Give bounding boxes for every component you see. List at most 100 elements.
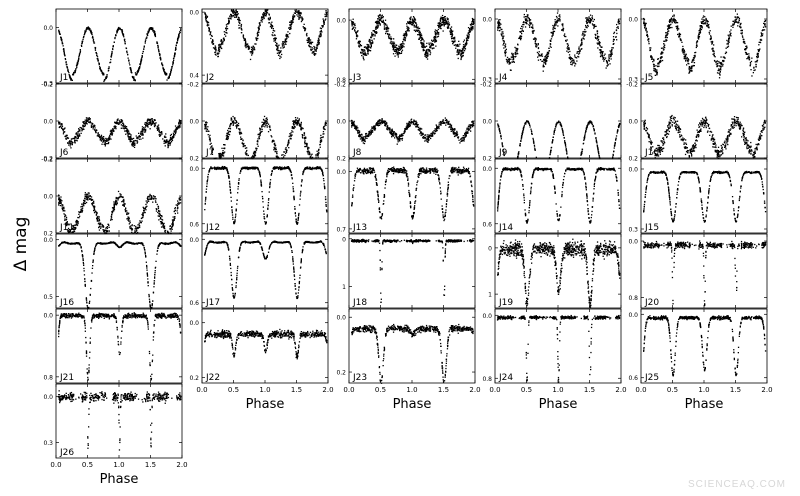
y-tick-label: 0.6 (189, 221, 199, 228)
panel-j24: 0.0 0.8 J24 (482, 308, 622, 384)
y-tick-label: 0.8 (628, 295, 638, 302)
panel-j4-points (497, 12, 621, 72)
y-tick-label: 0.0 (43, 394, 53, 401)
panel-j9: -0.2 0.0 0.2 J9 (480, 82, 622, 163)
y-tick-label: -0.2 (626, 82, 638, 89)
panel-j1-points (58, 26, 182, 83)
panel-j19-points (497, 238, 621, 308)
panel-label: J2 (205, 73, 214, 83)
x-axis-label: Phase (685, 397, 724, 412)
x-tick-label: 1.0 (259, 386, 270, 394)
panel-label: J13 (352, 223, 367, 233)
y-tick-label: 0 (342, 236, 346, 243)
panel-label: J20 (644, 298, 659, 308)
panel-j13: 0.0 0.7 J13 (336, 158, 476, 234)
panel-j5-points (643, 13, 767, 79)
x-tick-label: 2.0 (469, 386, 480, 394)
y-tick-label: -0.2 (334, 82, 346, 89)
x-tick-label: 2.0 (615, 386, 626, 394)
panel-j25-points (643, 315, 767, 377)
panel-label: J24 (498, 373, 513, 383)
panel-j18: 0 1 J18 (342, 233, 476, 309)
panel-j13-points (351, 166, 475, 222)
y-tick-label: 0.0 (336, 315, 346, 322)
y-tick-label: 0.8 (43, 374, 53, 381)
panel-j19: 0 1 J19 (488, 233, 622, 309)
panel-label: J25 (644, 373, 659, 383)
y-tick-label: 0.0 (43, 194, 53, 201)
y-tick-label: -0.2 (187, 82, 199, 89)
panel-j23: 0.0 0.2 J23 (336, 308, 476, 384)
y-tick-label: 0.2 (189, 375, 199, 382)
panel-label: J10 (644, 148, 659, 158)
panel-j14-points (497, 166, 621, 224)
x-axis-label: Phase (246, 397, 285, 412)
y-tick-label: 1 (488, 292, 492, 299)
x-tick-label: 1.5 (730, 386, 741, 394)
x-tick-label: 0.5 (667, 386, 678, 394)
x-tick-label: 2.0 (176, 461, 187, 469)
panel-j14: 0.0 0.6 J14 (482, 158, 622, 234)
panel-label: J26 (59, 448, 74, 458)
panel-j26: 0.0 0.3 J26 (43, 383, 183, 459)
panel-label: J15 (644, 223, 659, 233)
panel-label: J5 (644, 73, 653, 83)
x-tick-label: 0.5 (375, 386, 386, 394)
x-tick-label: 0.0 (196, 386, 207, 394)
y-tick-label: 0.2 (336, 156, 346, 163)
y-tick-label: 0.3 (628, 77, 638, 84)
x-axis-label: Phase (539, 397, 578, 412)
y-tick-label: 0.7 (336, 226, 346, 233)
panel-j15: 0.0 0.3 J15 (628, 158, 768, 234)
x-tick-label: 1.5 (584, 386, 595, 394)
panel-label: J23 (352, 373, 367, 383)
panel-label: J11 (59, 223, 74, 233)
x-axis-label: Phase (393, 397, 432, 412)
y-tick-label: -0.2 (480, 82, 492, 89)
y-tick-label: 0.0 (189, 119, 199, 126)
x-tick-label: 1.5 (145, 461, 156, 469)
panel-label: J4 (498, 73, 508, 83)
y-tick-label: 0.2 (43, 156, 53, 163)
y-tick-label: 0.2 (482, 156, 492, 163)
x-tick-label: 1.0 (113, 461, 124, 469)
y-tick-label: 0.0 (336, 18, 346, 25)
panel-label: J14 (498, 223, 513, 233)
panel-j8: -0.2 0.0 0.2 J8 (334, 82, 476, 163)
panel-label: J21 (59, 373, 74, 383)
x-tick-label: 1.0 (406, 386, 417, 394)
panel-label: J17 (205, 298, 220, 308)
y-tick-label: 0.2 (189, 156, 199, 163)
y-tick-label: 0.6 (482, 221, 492, 228)
y-tick-label: 0.0 (189, 237, 199, 244)
y-axis-label: Δ mag (11, 217, 31, 272)
panel-label: J1 (59, 73, 68, 83)
panel-label: J19 (498, 298, 513, 308)
y-tick-label: 0.0 (482, 119, 492, 126)
x-tick-label: 0.0 (50, 461, 61, 469)
panel-j17-points (204, 240, 327, 300)
x-tick-label: 2.0 (761, 386, 772, 394)
y-tick-label: 0.6 (189, 300, 199, 307)
y-tick-label: 0.3 (43, 81, 53, 88)
panel-j3: 0.0 0.8 J3 (336, 8, 476, 84)
panel-j3-points (351, 13, 475, 61)
x-tick-label: 1.0 (698, 386, 709, 394)
y-tick-label: 0.0 (628, 119, 638, 126)
panel-frame (55, 308, 183, 384)
y-tick-label: 0.0 (336, 119, 346, 126)
y-tick-label: 0.0 (189, 10, 199, 17)
panel-j22: 0.0 0.2 J22 (189, 308, 329, 384)
panel-label: J9 (498, 148, 508, 158)
panel-j11: -0.2 0.0 0.2 J11 (41, 157, 183, 238)
panel-j4: 0.0 0.3 J4 (482, 8, 622, 84)
x-tick-label: 1.0 (552, 386, 563, 394)
panel-j22-points (204, 328, 328, 360)
y-tick-label: 0 (488, 245, 492, 252)
y-tick-label: 0.0 (336, 169, 346, 176)
panel-label: J16 (59, 298, 74, 308)
panel-j18-points (350, 238, 475, 303)
panel-j17: 0.0 0.6 J17 (189, 233, 329, 309)
y-tick-label: 0.2 (628, 156, 638, 163)
